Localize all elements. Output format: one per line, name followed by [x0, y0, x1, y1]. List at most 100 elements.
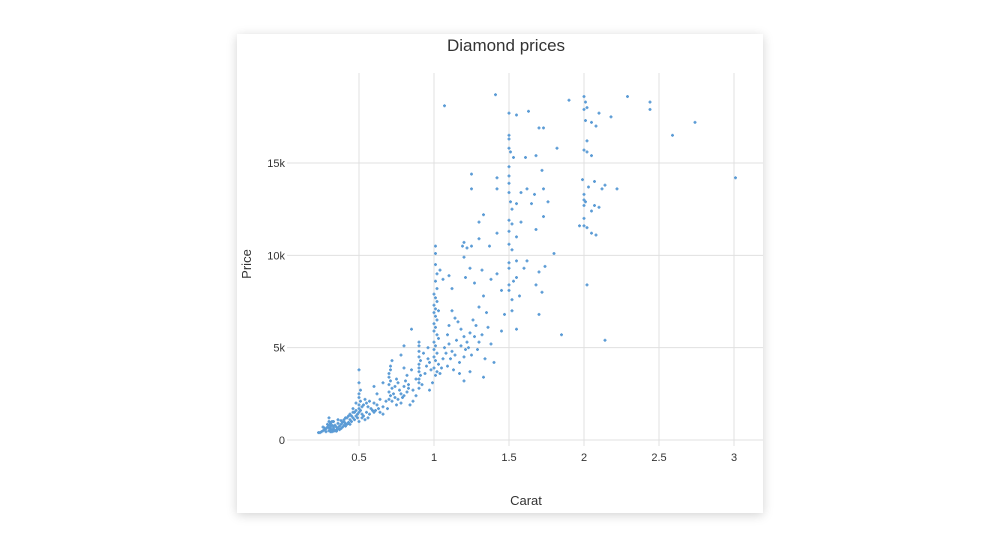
data-point — [489, 277, 493, 281]
data-point — [582, 148, 586, 152]
data-point — [450, 309, 454, 313]
data-point — [461, 244, 464, 248]
data-point — [408, 403, 412, 407]
data-point — [507, 191, 511, 195]
data-point — [323, 428, 326, 432]
data-point — [494, 93, 497, 97]
data-point — [327, 423, 331, 427]
data-point — [465, 340, 469, 344]
data-point — [578, 224, 581, 228]
data-point — [348, 422, 352, 426]
data-point — [363, 397, 367, 401]
data-point — [393, 384, 397, 388]
data-point — [374, 408, 377, 412]
data-point — [329, 425, 332, 429]
data-point — [459, 344, 463, 348]
data-point — [485, 311, 488, 315]
data-point — [590, 231, 593, 235]
data-point — [470, 172, 473, 176]
data-point — [542, 187, 545, 191]
x-tick-label: 3 — [731, 452, 737, 464]
data-point — [507, 137, 511, 141]
data-point — [434, 251, 437, 255]
data-point — [464, 348, 467, 352]
data-point — [585, 226, 589, 230]
data-point — [512, 155, 515, 159]
data-point — [515, 275, 518, 279]
data-point — [447, 342, 451, 346]
data-point — [407, 386, 410, 390]
data-point — [354, 401, 358, 405]
data-point — [435, 370, 439, 374]
data-point — [317, 431, 320, 435]
data-point — [468, 331, 472, 335]
data-point — [387, 372, 391, 376]
data-point — [368, 412, 371, 416]
data-point — [384, 399, 388, 403]
data-point — [435, 333, 439, 337]
data-point — [324, 427, 328, 431]
data-point — [446, 364, 449, 368]
data-point — [495, 176, 499, 180]
data-point — [470, 187, 473, 191]
data-point — [470, 244, 473, 248]
data-point — [455, 338, 458, 342]
data-point — [435, 272, 439, 276]
data-point — [344, 416, 347, 420]
data-point — [486, 325, 490, 329]
data-point — [414, 377, 418, 381]
data-point — [537, 270, 541, 274]
data-point — [395, 377, 398, 381]
data-point — [387, 375, 391, 379]
data-point — [404, 379, 407, 383]
data-point — [507, 261, 511, 265]
data-point — [542, 126, 545, 130]
data-point — [507, 242, 511, 246]
data-point — [507, 174, 511, 178]
data-point — [347, 420, 350, 424]
data-point — [585, 150, 589, 154]
data-point — [365, 410, 368, 414]
data-point — [357, 396, 361, 400]
data-point — [393, 396, 397, 400]
data-point — [432, 340, 436, 344]
data-point — [462, 355, 466, 359]
y-axis-ticks: 0 5k 10k 15k — [267, 158, 285, 447]
data-point — [447, 324, 451, 328]
data-point — [434, 344, 437, 348]
scatter-chart: Diamond prices 0.5 1 1.5 2 2.5 3 0 5k 10k 15k Ca… — [239, 36, 763, 508]
data-point — [507, 111, 511, 115]
data-point — [467, 346, 470, 350]
data-point — [495, 231, 499, 235]
data-point — [360, 416, 364, 420]
data-point — [402, 384, 406, 388]
data-point — [381, 405, 385, 409]
data-point — [510, 207, 514, 211]
data-point — [527, 109, 530, 113]
data-point — [396, 397, 400, 401]
data-point — [431, 381, 434, 385]
data-point — [500, 288, 503, 292]
data-point — [354, 414, 358, 418]
data-point — [582, 192, 586, 196]
data-point — [435, 351, 439, 355]
data-point — [441, 277, 445, 281]
data-point — [519, 220, 523, 224]
data-point — [584, 200, 587, 204]
data-point — [590, 154, 593, 158]
data-point — [368, 399, 371, 403]
data-point — [342, 420, 346, 424]
data-point — [438, 372, 442, 376]
data-point — [456, 320, 460, 324]
data-point — [417, 377, 421, 381]
data-point — [399, 353, 403, 357]
data-point — [477, 237, 481, 241]
data-point — [432, 303, 436, 307]
data-point — [351, 407, 355, 411]
data-point — [453, 316, 457, 320]
data-point — [537, 126, 541, 130]
data-point — [507, 218, 511, 222]
data-point — [335, 425, 338, 429]
data-point — [452, 368, 455, 372]
data-point — [615, 187, 619, 191]
